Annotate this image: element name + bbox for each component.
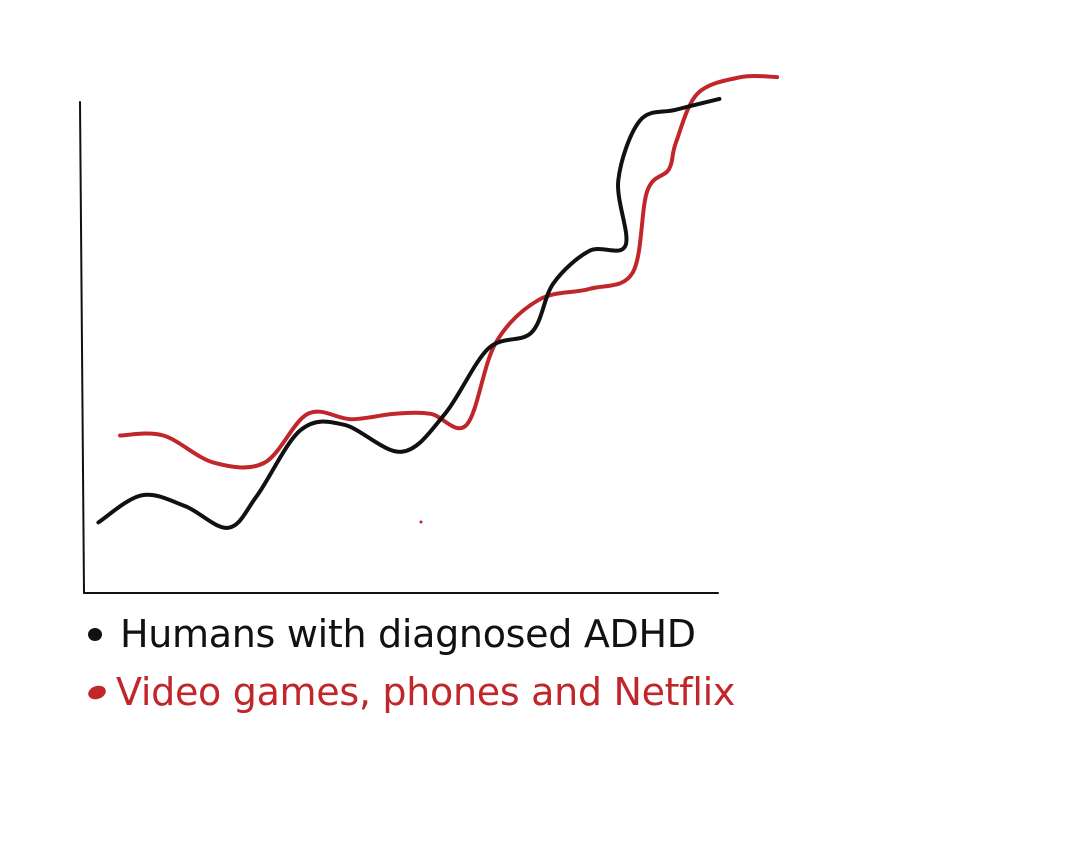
legend-item-adhd: Humans with diagnosed ADHD	[88, 610, 696, 658]
y-axis	[79, 101, 85, 594]
legend-marker-adhd	[88, 627, 102, 641]
stray-dot	[419, 520, 423, 524]
series-layer	[96, 73, 780, 530]
series-line-adhd	[96, 96, 722, 530]
legend-label-screens: Video games, phones and Netflix	[116, 670, 736, 714]
legend-item-screens: Video games, phones and Netflix	[86, 668, 736, 716]
legend-label-adhd: Humans with diagnosed ADHD	[120, 612, 696, 656]
legend-marker-screens	[86, 683, 108, 701]
